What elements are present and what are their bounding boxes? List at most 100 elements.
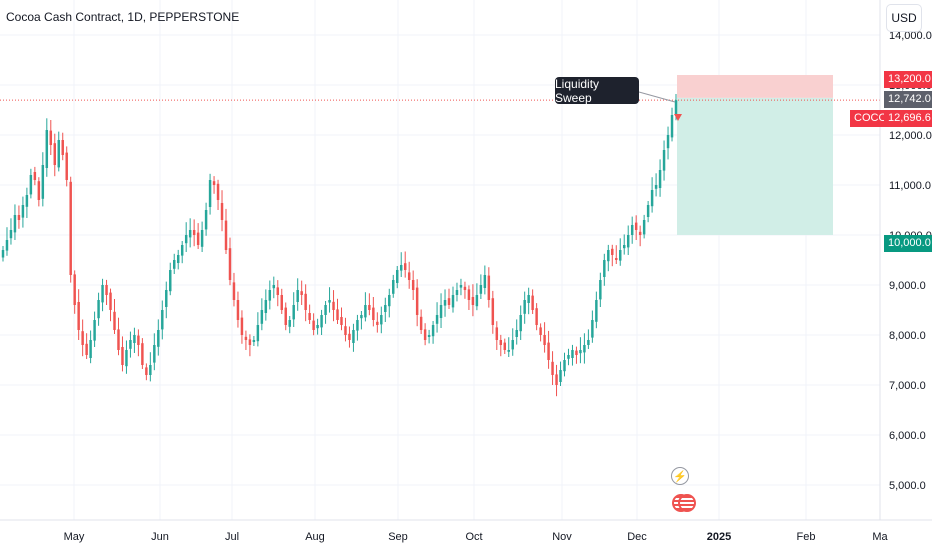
candle-body [161, 310, 164, 330]
candle-body [69, 181, 72, 275]
candle-body [455, 290, 459, 295]
candle-body [77, 302, 80, 330]
candle-body [188, 230, 192, 238]
grid-lines [0, 0, 881, 520]
candle-body [523, 300, 526, 314]
candle-body [153, 345, 156, 363]
candle-body [591, 320, 594, 338]
candle-body [403, 263, 407, 270]
candle-body [340, 317, 343, 325]
flash-icon[interactable]: ⚡ [671, 467, 689, 485]
liquidity-sweep-callout[interactable]: Liquidity Sweep [555, 77, 639, 105]
candle-body [204, 210, 208, 230]
candle-body [447, 298, 451, 305]
candle-body [407, 272, 411, 280]
candle-body [308, 313, 311, 320]
candle-body [431, 325, 435, 337]
candle-body [113, 311, 116, 330]
candle-body [137, 335, 140, 345]
candle-body [65, 152, 68, 180]
x-tick-label: Dec [627, 531, 647, 543]
stop-zone [677, 97, 833, 236]
x-tick-label: Nov [552, 531, 572, 543]
candle-body [157, 330, 160, 347]
candle-body [380, 315, 383, 325]
candle-body [45, 130, 49, 168]
candle-body [125, 350, 128, 367]
entry-price-tag: 12,742.0 [884, 91, 932, 108]
candle-body [200, 230, 204, 247]
y-tick-label: 9,000.0 [889, 280, 926, 292]
x-tick-label: May [64, 531, 85, 543]
y-tick-label: 7,000.0 [889, 380, 926, 392]
candle-body [443, 300, 447, 306]
candle-body [288, 320, 291, 327]
candle-body [252, 340, 256, 342]
candle-body [571, 350, 574, 358]
candle-body [547, 342, 550, 360]
time-axis[interactable]: May Jun Jul Aug Sep Oct Nov Dec 2025 Feb Ma [64, 531, 889, 543]
candle-body [399, 265, 403, 271]
candle-body [264, 300, 268, 313]
candle-body [149, 365, 152, 375]
us-flag-icon[interactable] [678, 494, 696, 512]
candle-body [674, 100, 678, 115]
candle-body [85, 343, 88, 355]
callout-pointer [638, 91, 676, 103]
candle-body [411, 280, 415, 290]
candle-body [622, 245, 626, 249]
candle-body [260, 310, 264, 324]
candle-body [527, 295, 530, 303]
candle-body [192, 230, 196, 235]
candle-body [296, 290, 299, 302]
candle-body [61, 140, 64, 155]
candle-body [109, 292, 112, 310]
candle-body [543, 335, 546, 345]
candle-body [57, 140, 60, 168]
candle-body [236, 300, 240, 320]
y-tick-label: 12,000.0 [889, 130, 932, 142]
candle-body [471, 297, 475, 305]
candle-body [73, 274, 76, 305]
candle-body [93, 320, 96, 341]
candle-body [603, 260, 606, 277]
candle-body [487, 275, 491, 300]
candle-body [495, 327, 499, 340]
candle-body [475, 295, 479, 307]
candle-body [220, 203, 224, 220]
candle-body [13, 215, 17, 233]
candle-body [491, 298, 495, 325]
candle-body [256, 325, 260, 342]
candle-body [439, 305, 443, 318]
candle-body [184, 235, 188, 244]
candle-body [81, 331, 84, 345]
candle-body [352, 330, 355, 343]
candle-body [117, 329, 120, 350]
target-zone [677, 75, 833, 98]
candle-body [324, 305, 327, 315]
x-tick-label: Jul [225, 531, 239, 543]
candle-body [284, 307, 287, 325]
candle-body [145, 367, 148, 375]
candle-body [248, 339, 252, 345]
candle-body [25, 195, 29, 207]
current-price-tag: 12,696.6 [884, 110, 932, 127]
currency-button[interactable]: USD [886, 4, 922, 32]
candlestick-series [1, 93, 678, 397]
candle-body [180, 245, 184, 256]
candle-body [133, 335, 136, 343]
candle-body [300, 291, 303, 295]
candle-body [427, 335, 431, 337]
x-tick-label: Ma [872, 531, 888, 543]
candle-body [658, 170, 662, 188]
candle-body [670, 115, 674, 138]
candle-body [646, 205, 650, 217]
candle-body [121, 347, 124, 365]
candle-body [615, 258, 618, 260]
candle-body [97, 300, 100, 319]
candle-body [479, 285, 483, 294]
candle-body [228, 248, 232, 280]
candle-body [579, 350, 582, 354]
x-tick-label: 2025 [707, 531, 731, 543]
